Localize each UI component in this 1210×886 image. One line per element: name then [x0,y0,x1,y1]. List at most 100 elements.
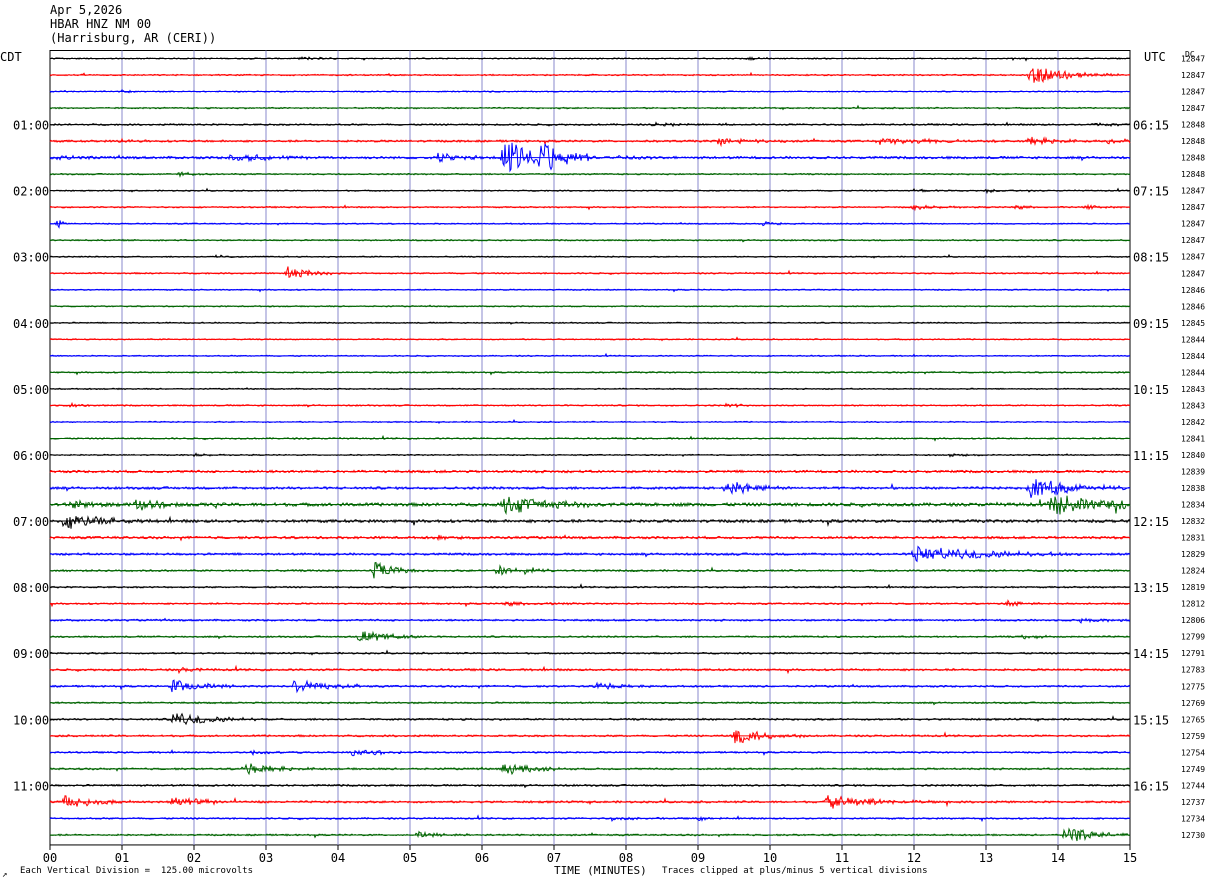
station-label: HBAR HNZ NM 00 [50,17,152,31]
left-time-label: 11:00 [13,779,49,793]
left-time-label: 08:00 [13,581,49,595]
x-tick-label: 09 [691,851,705,865]
dc-value: 12765 [1181,715,1205,724]
x-tick-label: 15 [1123,851,1137,865]
left-time-label: 01:00 [13,119,49,133]
dc-value: 12847 [1181,88,1205,97]
dc-value: 12759 [1181,732,1205,741]
dc-label: DC [1185,50,1195,59]
seismic-trace [49,495,1131,516]
left-time-label: 10:00 [13,713,49,727]
dc-value: 12848 [1181,154,1205,163]
clip-note: Traces clipped at plus/minus 5 vertical … [662,866,928,876]
x-tick-label: 13 [979,851,993,865]
seismic-trace [49,617,1131,624]
seismic-trace [49,630,1131,642]
dc-value: 12843 [1181,401,1205,410]
left-time-label: 06:00 [13,449,49,463]
dc-value: 12799 [1181,633,1205,642]
dc-value: 12843 [1181,385,1205,394]
x-tick-label: 00 [43,851,57,865]
dc-value: 12834 [1181,501,1205,510]
dc-value: 12812 [1181,600,1205,609]
left-time-label: 05:00 [13,383,49,397]
right-time-label: 10:15 [1133,383,1169,397]
dc-value: 12840 [1181,451,1205,460]
plot-frame [49,50,1131,846]
corner-mark: ↗ [2,870,8,880]
x-tick-label: 04 [331,851,345,865]
seismic-trace [49,730,1131,744]
dc-value: 12754 [1181,748,1205,757]
dc-value: 12842 [1181,418,1205,427]
seismic-trace [49,142,1131,173]
seismic-trace [49,749,1131,757]
dc-value: 12844 [1181,335,1205,344]
x-tick-label: 14 [1051,851,1065,865]
dc-value: 12783 [1181,666,1205,675]
dc-value: 12844 [1181,368,1205,377]
right-time-label: 16:15 [1133,779,1169,793]
dc-value: 12848 [1181,170,1205,179]
dc-value: 12838 [1181,484,1205,493]
dc-value: 12839 [1181,468,1205,477]
utc-label: UTC [1144,50,1166,64]
vertical-division-note: Each Vertical Division = 125.00 microvol… [20,866,253,876]
x-tick-label: 07 [547,851,561,865]
dc-value: 12829 [1181,550,1205,559]
dc-value: 12845 [1181,319,1205,328]
dc-value: 12848 [1181,137,1205,146]
dc-value: 12847 [1181,236,1205,245]
x-tick-label: 05 [403,851,417,865]
x-tick-label: 11 [835,851,849,865]
dc-value: 12737 [1181,798,1205,807]
seismic-trace [49,515,1131,529]
dc-value: 12831 [1181,534,1205,543]
dc-value: 12749 [1181,765,1205,774]
dc-value: 12832 [1181,517,1205,526]
dc-value: 12806 [1181,616,1205,625]
x-tick-label: 10 [763,851,777,865]
right-time-label: 09:15 [1133,317,1169,331]
right-time-label: 07:15 [1133,185,1169,199]
dc-value: 12846 [1181,286,1205,295]
left-time-label: 04:00 [13,317,49,331]
dc-value: 12847 [1181,71,1205,80]
dc-value: 12848 [1181,121,1205,130]
x-tick-label: 03 [259,851,273,865]
right-time-label: 15:15 [1133,713,1169,727]
seismic-trace [49,352,1131,358]
dc-value: 12744 [1181,781,1205,790]
seismic-trace [49,479,1131,498]
left-time-label: 07:00 [13,515,49,529]
cdt-label: CDT [0,50,22,64]
x-axis-label: TIME (MINUTES) [554,864,647,877]
x-tick-label: 06 [475,851,489,865]
x-tick-label: 01 [115,851,129,865]
dc-value: 12847 [1181,253,1205,262]
dc-value: 12847 [1181,104,1205,113]
right-time-label: 06:15 [1133,119,1169,133]
dc-value: 12847 [1181,220,1205,229]
dc-value: 12775 [1181,682,1205,691]
dc-value: 12844 [1181,352,1205,361]
right-time-label: 12:15 [1133,515,1169,529]
right-time-label: 08:15 [1133,251,1169,265]
dc-value: 12847 [1181,269,1205,278]
right-time-label: 11:15 [1133,449,1169,463]
location-label: (Harrisburg, AR (CERI)) [50,31,217,45]
dc-value: 12847 [1181,203,1205,212]
seismic-trace [49,68,1131,84]
left-time-label: 02:00 [13,185,49,199]
dc-value: 12841 [1181,434,1205,443]
dc-value: 12734 [1181,814,1205,823]
seismic-trace [50,561,1131,579]
dc-value: 12791 [1181,649,1205,658]
left-time-label: 03:00 [13,251,49,265]
dc-value: 12847 [1181,187,1205,196]
dc-value: 12730 [1181,831,1205,840]
dc-value: 12847 [1181,55,1205,64]
seismic-trace [49,583,1131,590]
x-tick-label: 08 [619,851,633,865]
